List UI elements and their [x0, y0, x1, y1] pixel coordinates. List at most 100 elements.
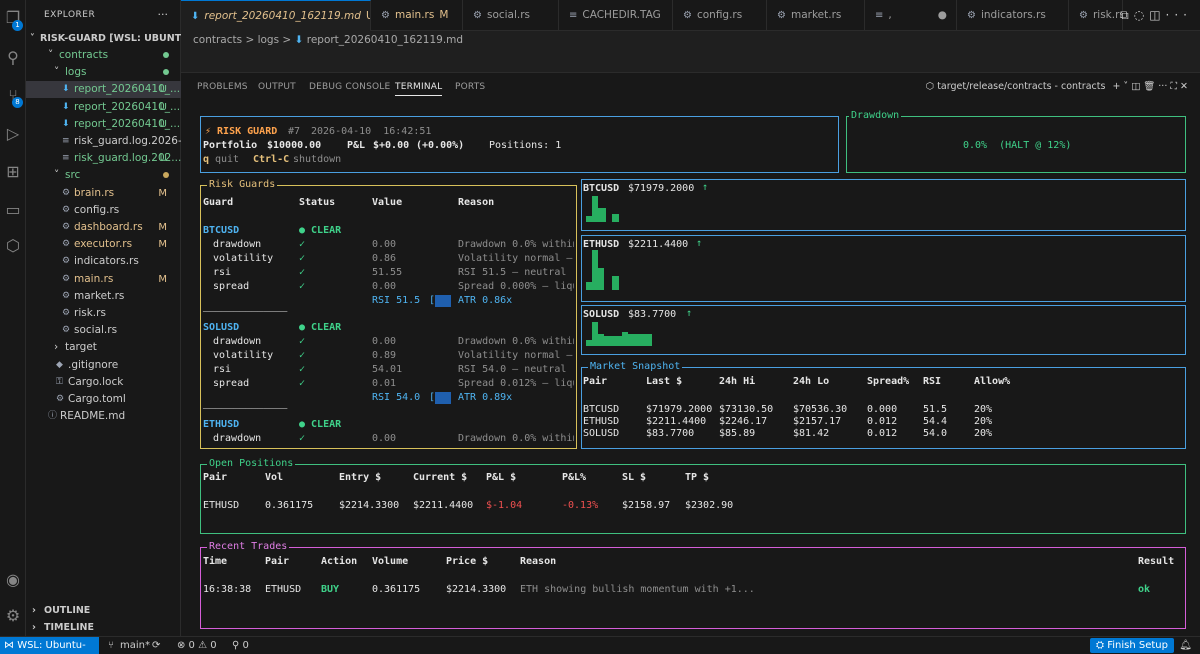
- tree-item[interactable]: ˅ src: [26, 167, 181, 184]
- terminal-actions[interactable]: + ˅ ◫ 🗑 ··· ⛶ ✕: [1112, 81, 1188, 92]
- tree-item[interactable]: ⓘ README.md: [26, 408, 181, 425]
- finish-setup-button[interactable]: ⛭ Finish Setup: [1090, 638, 1174, 653]
- tab-debug-console[interactable]: DEBUG CONSOLE: [309, 82, 391, 92]
- tree-item[interactable]: ⚙ social.rs: [26, 322, 181, 339]
- col-reason: Reason: [458, 197, 495, 208]
- group-divider: ──────────────: [203, 307, 288, 318]
- guard-name: rsi: [213, 267, 232, 278]
- tab-ports[interactable]: PORTS: [455, 82, 486, 92]
- tab-output[interactable]: OUTPUT: [258, 82, 296, 92]
- ports-count[interactable]: ⚲ 0: [232, 640, 249, 651]
- notifications-bell-icon[interactable]: 🔔︎: [1179, 640, 1192, 651]
- breadcrumb: contracts > logs > ⬇ report_20260410_162…: [181, 31, 1200, 49]
- tree-item[interactable]: ◆ .gitignore: [26, 357, 181, 374]
- breadcrumb-logs[interactable]: logs: [257, 34, 280, 46]
- quit-label: quit: [215, 154, 240, 165]
- tree-item[interactable]: ≡ risk_guard.log.202... U: [26, 150, 181, 167]
- chevron-right-icon: ›: [32, 605, 36, 616]
- breadcrumb-contracts[interactable]: contracts: [193, 34, 243, 46]
- account-icon[interactable]: ◉: [6, 570, 20, 589]
- terminal-name[interactable]: target/release/contracts - contracts: [937, 81, 1106, 92]
- more-actions-icon[interactable]: ···: [1165, 8, 1192, 22]
- tree-item[interactable]: ⚿ Cargo.lock: [26, 374, 181, 391]
- tree-item[interactable]: ≡ risk_guard.log.2026-04-...: [26, 133, 181, 150]
- tree-item[interactable]: ⚙ config.rs: [26, 202, 181, 219]
- tree-item-label: executor.rs: [74, 238, 133, 251]
- spark-bar: [598, 334, 604, 346]
- outline-section[interactable]: › OUTLINE: [26, 602, 181, 619]
- sync-icon[interactable]: ⟳: [152, 640, 161, 651]
- tree-item-label: report_20260410_...: [74, 117, 181, 130]
- tab-unsaved[interactable]: ≡, ●: [865, 0, 957, 31]
- breadcrumb-file[interactable]: report_20260410_162119.md: [306, 34, 464, 46]
- git-status: U: [159, 153, 167, 165]
- trades-col-header: Price $: [446, 556, 489, 567]
- timeline-section[interactable]: › TIMELINE: [26, 619, 181, 636]
- trade-cell: BUY: [321, 584, 340, 595]
- tree-item[interactable]: ⚙ brain.rs M: [26, 185, 181, 202]
- tab-label: social.rs: [486, 9, 531, 21]
- guard-name: drawdown: [213, 433, 262, 444]
- search-icon[interactable]: ⚲: [7, 48, 19, 67]
- extensions-icon[interactable]: ⊞: [6, 162, 20, 181]
- tree-item[interactable]: ⬇ report_20260410_... U: [26, 99, 181, 116]
- problems-count[interactable]: ⊗ 0 ⚠ 0: [177, 640, 217, 651]
- market-cell: 0.012: [867, 416, 898, 427]
- position-cell: $2302.90: [685, 500, 734, 511]
- tab-label: ,: [888, 9, 892, 21]
- explorer-badge: 1: [12, 20, 23, 31]
- workspace-root[interactable]: ˅ RISK-GUARD [WSL: UBUNTU-2...: [26, 30, 181, 47]
- remote-explorer-icon[interactable]: ▭: [5, 200, 21, 219]
- spark-box-btc: BTCUSD $71979.2000 ↑: [581, 179, 1186, 231]
- tab-indicators-rs[interactable]: ⚙ indicators.rs: [957, 0, 1069, 31]
- remote-indicator[interactable]: ⋈ WSL: Ubuntu-22.04: [0, 637, 99, 654]
- tree-item[interactable]: ˅ logs: [26, 64, 181, 81]
- open-changes-icon[interactable]: ◌: [1133, 8, 1150, 22]
- tree-item[interactable]: › target: [26, 339, 181, 356]
- tree-item[interactable]: ˅ contracts: [26, 47, 181, 64]
- tree-item-label: brain.rs: [74, 186, 115, 199]
- tree-item[interactable]: ⚙ dashboard.rs M: [26, 219, 181, 236]
- check-icon: ✓: [299, 253, 306, 264]
- terminal[interactable]: ⚡ RISK GUARD #7 2026-04-10 16:42:51 Port…: [181, 101, 1200, 636]
- table-row[interactable]: 16:38:38 ETHUSD BUY 0.361175 $2214.3300 ETH s…: [201, 584, 1181, 596]
- tab-market-rs[interactable]: ⚙ market.rs: [767, 0, 865, 31]
- tab-social-rs[interactable]: ⚙ social.rs: [463, 0, 559, 31]
- tree-item-label: config.rs: [74, 203, 120, 216]
- tab-cachedir[interactable]: ≡ CACHEDIR.TAG: [559, 0, 673, 31]
- tab-problems[interactable]: PROBLEMS: [197, 82, 248, 92]
- editor-area[interactable]: [181, 49, 1200, 73]
- git-status: M: [158, 187, 167, 199]
- tree-item[interactable]: ⬇ report_20260410_... U: [26, 116, 181, 133]
- explorer-more-icon[interactable]: ···: [157, 8, 169, 21]
- tab-config-rs[interactable]: ⚙ config.rs: [673, 0, 767, 31]
- tree-item[interactable]: ⚙ market.rs: [26, 288, 181, 305]
- market-cell: BTCUSD: [583, 404, 620, 415]
- tree-item-label: Cargo.toml: [68, 393, 126, 405]
- tree-item[interactable]: ⚙ Cargo.toml: [26, 391, 181, 408]
- tab-label: indicators.rs: [980, 9, 1046, 21]
- source-control-icon[interactable]: ⑂: [8, 86, 18, 105]
- tree-item[interactable]: ⚙ indicators.rs: [26, 253, 181, 270]
- tab-risk-rs[interactable]: ⚙ risk.rs: [1069, 0, 1123, 31]
- status-dot-icon: [163, 69, 169, 76]
- tree-item[interactable]: ⚙ executor.rs M: [26, 236, 181, 253]
- market-cell: $2157.17: [793, 416, 842, 427]
- branch-name[interactable]: main*: [120, 640, 150, 651]
- run-debug-icon[interactable]: ▷: [6, 124, 20, 143]
- split-editor-icon[interactable]: ◫: [1149, 8, 1166, 22]
- tab-main-rs[interactable]: ⚙ main.rs M: [371, 0, 463, 31]
- settings-gear-icon[interactable]: ⚙: [5, 606, 21, 625]
- tree-item[interactable]: ⬇ report_20260410_... U: [26, 81, 181, 99]
- tab-terminal[interactable]: TERMINAL: [395, 82, 443, 96]
- containers-icon[interactable]: ⬡: [6, 236, 20, 255]
- table-row[interactable]: ETHUSD 0.361175 $2214.3300 $2211.4400 $-1.04…: [201, 500, 1181, 512]
- tree-item[interactable]: ⚙ main.rs M: [26, 271, 181, 288]
- compare-icon[interactable]: ⧉: [1120, 8, 1134, 22]
- tree-item[interactable]: ⚙ risk.rs: [26, 305, 181, 322]
- editor-actions[interactable]: ⧉◌◫···: [1120, 0, 1192, 31]
- tab-report[interactable]: ⬇report_20260410_162119.mdU✕: [181, 0, 371, 31]
- trades-col-header: Time: [203, 556, 228, 567]
- guard-name: drawdown: [213, 239, 262, 250]
- guard-name: rsi: [213, 364, 232, 375]
